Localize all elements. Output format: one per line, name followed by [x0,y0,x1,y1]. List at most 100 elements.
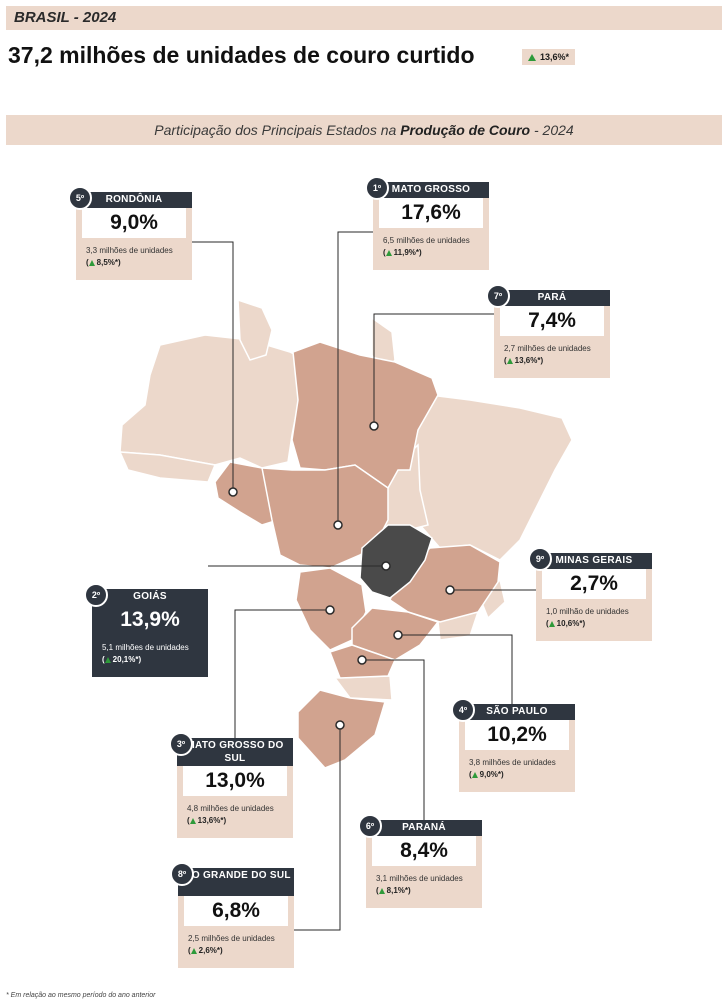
arrow-up-icon [104,656,111,663]
state-name: PARÁ [494,290,610,306]
state-share: 8,4% [372,836,476,866]
state-name: SÃO PAULO [459,704,575,720]
rank-badge: 6º [358,814,382,838]
arrow-up-icon [190,947,197,954]
state-units: 4,8 milhões de unidades [187,804,274,813]
leader-line-rondonia [190,241,234,492]
state-name: MATO GROSSO [373,182,489,198]
rank-badge: 1º [365,176,389,200]
arrow-up-icon [506,357,513,364]
state-units: 5,1 milhões de unidades [102,643,189,652]
state-change: (8,1%*) [376,886,411,895]
state-change: (9,0%*) [469,770,504,779]
state-name: PARANÁ [366,820,482,836]
map-state-roraima [237,298,273,361]
state-change-value: 8,5%* [96,258,119,267]
marker-para [369,421,379,431]
state-name: RIO GRANDE DO SUL [178,868,294,896]
state-units: 2,7 milhões de unidades [504,344,591,353]
leader-line-sao-paulo [398,634,513,704]
rank-badge: 9º [528,547,552,571]
state-share: 10,2% [465,720,569,750]
state-name: GOIÁS [92,589,208,605]
state-units: 3,8 milhões de unidades [469,758,556,767]
state-change-value: 20,1%* [112,655,139,664]
arrow-up-icon [88,259,95,266]
state-change: (13,6%*) [504,356,544,365]
state-change-value: 2,6%* [198,946,221,955]
state-share: 9,0% [82,208,186,238]
state-card-sao-paulo: SÃO PAULO 10,2% 3,8 milhões de unidades … [459,704,575,792]
state-card-mato-grosso-do-sul: MATO GROSSO DO SUL 13,0% 4,8 milhões de … [177,738,293,838]
rank-badge: 5º [68,186,92,210]
marker-parana [357,655,367,665]
subtitle-bar: Participação dos Principais Estados na P… [6,115,722,145]
state-change-value: 11,9%* [393,248,420,257]
rank-badge: 3º [169,732,193,756]
state-change: (10,6%*) [546,619,586,628]
state-units: 2,5 milhões de unidades [188,934,275,943]
leader-line-mato-grosso [337,231,373,525]
state-change-value: 13,6%* [197,816,224,825]
state-card-mato-grosso: MATO GROSSO 17,6% 6,5 milhões de unidade… [373,182,489,270]
state-card-rio-grande-do-sul: RIO GRANDE DO SUL 6,8% 2,5 milhões de un… [178,868,294,968]
state-share: 17,6% [379,198,483,228]
state-change-value: 8,1%* [386,886,409,895]
state-units: 1,0 milhão de unidades [546,607,629,616]
state-card-parana: PARANÁ 8,4% 3,1 milhões de unidades (8,1… [366,820,482,908]
state-share: 6,8% [184,896,288,926]
state-change: (13,6%*) [187,816,227,825]
marker-rondonia [228,487,238,497]
state-share: 2,7% [542,569,646,599]
state-change-value: 13,6%* [514,356,541,365]
state-units: 6,5 milhões de unidades [383,236,470,245]
state-card-para: PARÁ 7,4% 2,7 milhões de unidades (13,6%… [494,290,610,378]
leader-line-rio-grande-do-sul [294,725,341,931]
headline-growth-value: 13,6%* [540,52,570,62]
subtitle-prefix: Participação dos Principais Estados na [154,122,401,138]
marker-minas-gerais [445,585,455,595]
state-change: (20,1%*) [102,655,142,664]
rank-badge: 4º [451,698,475,722]
map-state-goias [359,524,433,599]
subtitle-bold: Produção de Couro [400,122,531,138]
marker-sao-paulo [393,630,403,640]
map-state-acre [118,451,217,483]
top-tag-bar: BRASIL - 2024 [6,6,722,30]
rank-badge: 2º [84,583,108,607]
state-change: (2,6%*) [188,946,223,955]
state-share: 13,9% [98,605,202,635]
state-card-rondonia: RONDÔNIA 9,0% 3,3 milhões de unidades (8… [76,192,192,280]
marker-goias [381,561,391,571]
leader-line-parana [362,659,425,823]
headline: 37,2 milhões de unidades de couro curtid… [8,42,475,68]
arrow-up-icon [471,771,478,778]
state-change: (11,9%*) [383,248,422,257]
arrow-up-icon [378,887,385,894]
marker-rio-grande-do-sul [335,720,345,730]
rank-badge: 7º [486,284,510,308]
arrow-up-icon [189,817,196,824]
state-change: (8,5%*) [86,258,121,267]
subtitle-suffix: - 2024 [530,122,574,138]
state-share: 13,0% [183,766,287,796]
headline-growth-badge: 13,6%* [522,49,576,65]
state-name: RONDÔNIA [76,192,192,208]
state-units: 3,3 milhões de unidades [86,246,173,255]
state-card-minas-gerais: MINAS GERAIS 2,7% 1,0 milhão de unidades… [536,553,652,641]
state-share: 7,4% [500,306,604,336]
arrow-up-icon [528,53,536,61]
state-card-goias: GOIÁS 13,9% 5,1 milhões de unidades (20,… [92,589,208,677]
state-units: 3,1 milhões de unidades [376,874,463,883]
arrow-up-icon [548,620,555,627]
marker-mato-grosso-do-sul [325,605,335,615]
state-name: MINAS GERAIS [536,553,652,569]
state-change-value: 10,6%* [556,619,583,628]
state-change-value: 9,0%* [479,770,502,779]
leader-line-para [373,313,494,426]
map-state-para [291,341,439,490]
leader-line-mato-grosso-do-sul [234,609,330,760]
footnote: * Em relação ao mesmo período do ano ant… [6,992,156,999]
rank-badge: 8º [170,862,194,886]
